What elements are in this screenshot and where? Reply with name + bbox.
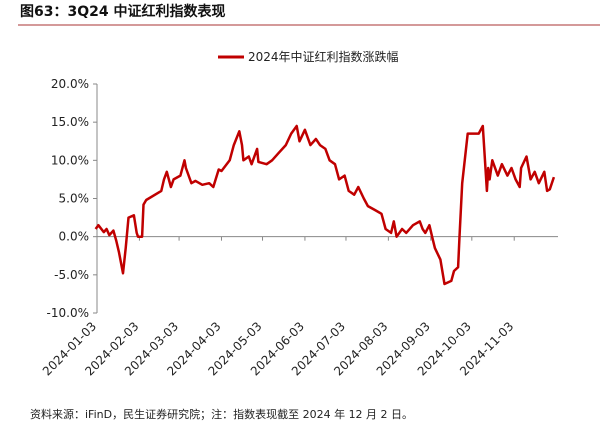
chart-title: 图63：3Q24 中证红利指数表现: [20, 3, 225, 20]
y-tick-label: 15.0%: [51, 115, 89, 129]
legend-label: 2024年中证红利指数涨跌幅: [248, 49, 399, 64]
y-tick-label: -10.0%: [47, 306, 89, 320]
y-tick-label: 10.0%: [51, 153, 89, 167]
y-tick-label: 0.0%: [59, 230, 90, 244]
y-tick-label: 20.0%: [51, 77, 89, 91]
line-series: [94, 124, 556, 286]
y-tick-label: 5.0%: [59, 192, 90, 206]
y-tick-label: -5.0%: [54, 268, 89, 282]
source-note: 资料来源：iFinD，民生证券研究院；注：指数表现截至 2024 年 12 月 …: [30, 407, 413, 421]
